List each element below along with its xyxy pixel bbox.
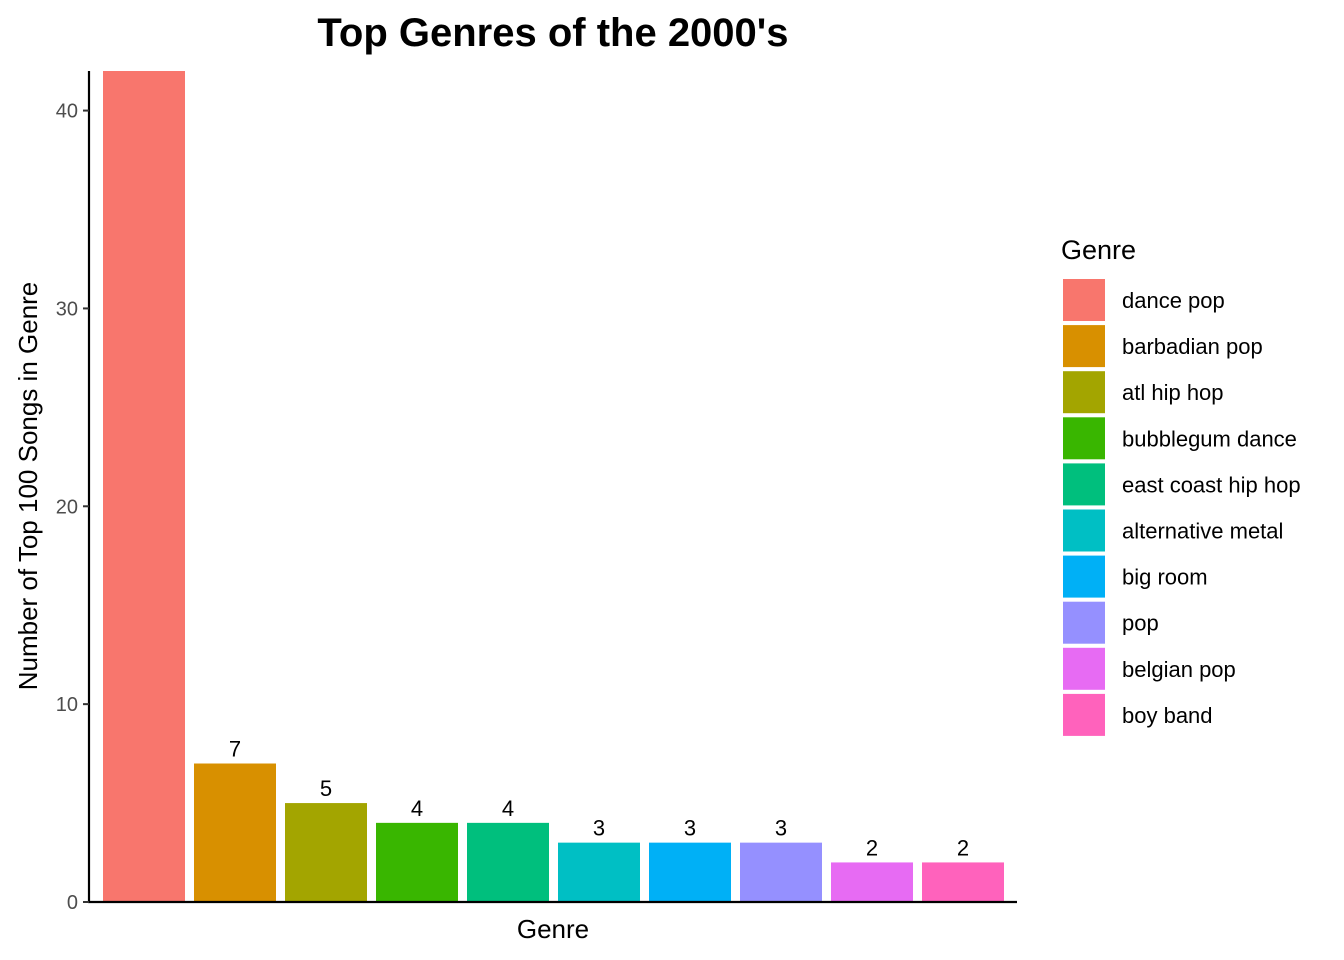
legend-label-atl-hip-hop: atl hip hop [1122, 380, 1224, 405]
legend-key-pop [1063, 601, 1105, 644]
legend-key-atl-hip-hop [1063, 371, 1105, 414]
data-label-bubblegum-dance: 4 [411, 796, 423, 821]
bar-pop [740, 842, 822, 902]
legend-title: Genre [1061, 235, 1136, 265]
plot-area: 7 5 4 4 3 3 3 2 2 0 10 20 30 40 [56, 71, 1017, 914]
data-label-barbadian-pop: 7 [229, 737, 241, 762]
legend-label-alternative-metal: alternative metal [1122, 519, 1283, 544]
data-label-big-room: 3 [684, 816, 696, 841]
y-tick-label: 40 [56, 101, 78, 123]
y-axis-ticks: 0 10 20 30 40 [56, 101, 89, 914]
legend-key-dance-pop [1063, 279, 1105, 321]
data-labels-group: 7 5 4 4 3 3 3 2 2 [229, 737, 969, 861]
bar-big-room [649, 842, 731, 902]
y-axis-title: Number of Top 100 Songs in Genre [13, 282, 43, 691]
y-tick-label: 20 [56, 496, 78, 518]
chart-title: Top Genres of the 2000's [317, 11, 788, 55]
legend-key-belgian-pop [1063, 647, 1105, 690]
legend-label-big-room: big room [1122, 565, 1208, 590]
legend: Genre dance pop barbadian pop atl hip hop b… [1061, 235, 1301, 736]
data-label-boy-band: 2 [957, 835, 969, 860]
x-axis-title: Genre [517, 914, 589, 944]
data-label-atl-hip-hop: 5 [320, 776, 332, 801]
bar-atl-hip-hop [285, 803, 367, 902]
legend-key-big-room [1063, 555, 1105, 598]
legend-label-barbadian-pop: barbadian pop [1122, 334, 1263, 359]
data-label-alternative-metal: 3 [593, 816, 605, 841]
legend-key-bubblegum-dance [1063, 417, 1105, 460]
y-tick-label: 10 [56, 694, 78, 716]
legend-key-east-coast-hip-hop [1063, 463, 1105, 506]
bar-east-coast-hip-hop [467, 822, 549, 902]
data-label-belgian-pop: 2 [866, 835, 878, 860]
data-label-east-coast-hip-hop: 4 [502, 796, 514, 821]
legend-label-bubblegum-dance: bubblegum dance [1122, 426, 1297, 451]
bar-barbadian-pop [194, 763, 276, 902]
bar-alternative-metal [558, 842, 640, 902]
bar-boy-band [922, 862, 1004, 902]
data-label-pop: 3 [775, 816, 787, 841]
legend-label-east-coast-hip-hop: east coast hip hop [1122, 472, 1301, 497]
legend-key-barbadian-pop [1063, 325, 1105, 368]
y-tick-label: 0 [67, 892, 78, 914]
bar-belgian-pop [831, 862, 913, 902]
y-tick-label: 30 [56, 298, 78, 320]
legend-key-boy-band [1063, 693, 1105, 736]
bar-bubblegum-dance [376, 822, 458, 902]
legend-label-boy-band: boy band [1122, 703, 1213, 728]
bars-group [103, 71, 1004, 902]
legend-label-belgian-pop: belgian pop [1122, 657, 1236, 682]
legend-key-alternative-metal [1063, 509, 1105, 552]
legend-label-pop: pop [1122, 611, 1159, 636]
legend-items: dance pop barbadian pop atl hip hop bubbleg… [1063, 279, 1301, 736]
legend-label-dance-pop: dance pop [1122, 288, 1225, 313]
bar-dance-pop [103, 71, 185, 902]
